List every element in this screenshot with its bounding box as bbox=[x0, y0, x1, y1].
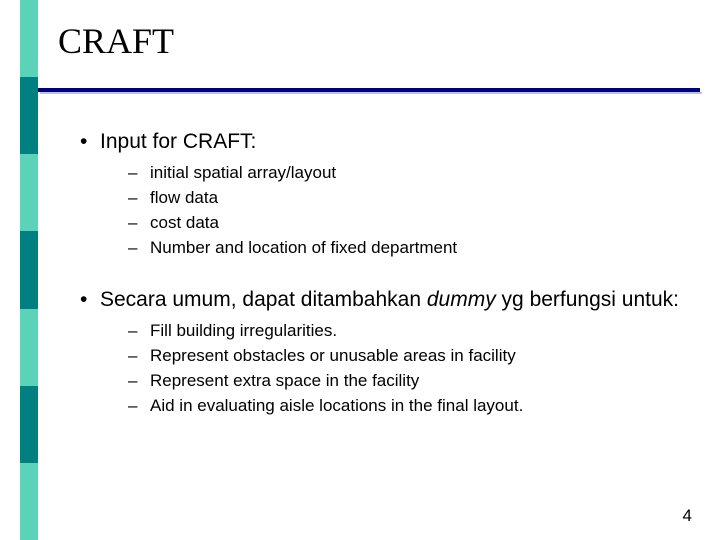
bullet-text: flow data bbox=[150, 187, 680, 210]
dash-marker: – bbox=[128, 395, 150, 418]
dash-marker: – bbox=[128, 320, 150, 343]
bullet-text: Secara umum, dapat ditambahkan dummy yg … bbox=[100, 286, 680, 314]
bullet-lvl2: – Represent extra space in the facility bbox=[128, 370, 680, 393]
page-number: 4 bbox=[683, 506, 692, 526]
decorative-left-stripe bbox=[20, 0, 38, 540]
text-italic: dummy bbox=[427, 288, 496, 311]
stripe-segment bbox=[20, 463, 38, 540]
bullet-text: Aid in evaluating aisle locations in the… bbox=[150, 395, 680, 418]
bullet-lvl2: – Represent obstacles or unusable areas … bbox=[128, 345, 680, 368]
bullet-lvl2: – Fill building irregularities. bbox=[128, 320, 680, 343]
bullet-lvl2: – cost data bbox=[128, 212, 680, 235]
bullet-text: Fill building irregularities. bbox=[150, 320, 680, 343]
stripe-segment bbox=[20, 231, 38, 308]
bullet-lvl2: – initial spatial array/layout bbox=[128, 162, 680, 185]
bullet-text: cost data bbox=[150, 212, 680, 235]
dash-marker: – bbox=[128, 237, 150, 260]
dash-marker: – bbox=[128, 212, 150, 235]
bullet-marker: • bbox=[80, 128, 100, 156]
stripe-segment bbox=[20, 154, 38, 231]
bullet-text: Input for CRAFT: bbox=[100, 128, 680, 156]
bullet-text: initial spatial array/layout bbox=[150, 162, 680, 185]
stripe-segment bbox=[20, 77, 38, 154]
stripe-segment bbox=[20, 0, 38, 77]
bullet-text: Represent obstacles or unusable areas in… bbox=[150, 345, 680, 368]
bullet-text: Number and location of fixed department bbox=[150, 237, 680, 260]
bullet-lvl2: – Aid in evaluating aisle locations in t… bbox=[128, 395, 680, 418]
bullet-marker: • bbox=[80, 286, 100, 314]
title-underline-shadow bbox=[40, 92, 702, 94]
stripe-segment bbox=[20, 386, 38, 463]
dash-marker: – bbox=[128, 370, 150, 393]
text-prefix: Secara umum, dapat ditambahkan bbox=[100, 288, 427, 311]
bullet-lvl1: • Input for CRAFT: bbox=[80, 128, 680, 156]
sublist: – initial spatial array/layout – flow da… bbox=[128, 162, 680, 260]
dash-marker: – bbox=[128, 345, 150, 368]
sublist: – Fill building irregularities. – Repres… bbox=[128, 320, 680, 418]
text-suffix: yg berfungsi untuk: bbox=[496, 288, 679, 311]
stripe-segment bbox=[20, 309, 38, 386]
dash-marker: – bbox=[128, 187, 150, 210]
bullet-lvl1: • Secara umum, dapat ditambahkan dummy y… bbox=[80, 286, 680, 314]
slide-content: • Input for CRAFT: – initial spatial arr… bbox=[80, 128, 680, 444]
bullet-text: Represent extra space in the facility bbox=[150, 370, 680, 393]
bullet-lvl2: – Number and location of fixed departmen… bbox=[128, 237, 680, 260]
bullet-lvl2: – flow data bbox=[128, 187, 680, 210]
slide-title: CRAFT bbox=[58, 20, 174, 62]
dash-marker: – bbox=[128, 162, 150, 185]
